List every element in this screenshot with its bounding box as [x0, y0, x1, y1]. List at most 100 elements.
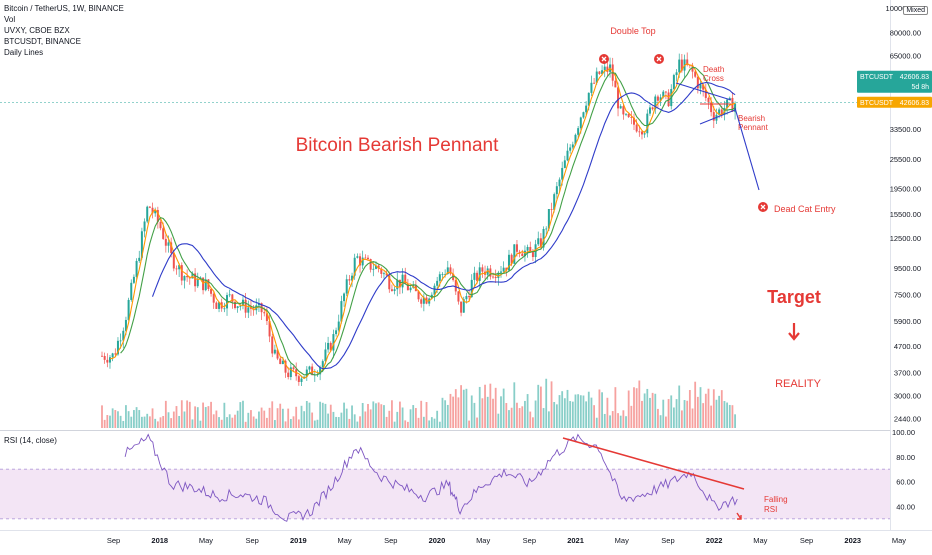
candle-body [694, 71, 697, 77]
candle-body [579, 117, 582, 129]
candle-body [500, 271, 502, 273]
volume-bar [680, 410, 683, 428]
candle-body [678, 59, 681, 73]
candle-body [481, 267, 484, 272]
volume-bar [388, 410, 391, 428]
volume-bar [356, 421, 359, 428]
candle-body [648, 107, 651, 114]
candle-body [172, 252, 175, 269]
volume-bar [236, 410, 239, 428]
legend-volume[interactable]: Vol [4, 15, 16, 24]
volume-bar [582, 395, 585, 428]
price-tag-bg [857, 96, 932, 108]
candle-body [614, 80, 617, 88]
legend-daily-lines[interactable]: Daily Lines [4, 48, 44, 57]
volume-bar [409, 409, 412, 428]
volume-bar [444, 400, 447, 428]
rsi-indicator-label[interactable]: RSI (14, close) [4, 436, 57, 445]
candle-body [311, 366, 314, 376]
volume-bar [210, 401, 212, 428]
candle-body [569, 147, 572, 151]
rsi-trend-line [562, 437, 745, 490]
candle-body [553, 194, 556, 210]
price-tag-orange[interactable]: BTCUSDT 42606.83 [857, 96, 932, 108]
volume-bar [678, 385, 681, 428]
legend-symbol[interactable]: Bitcoin / TetherUS, 1W, BINANCE [4, 4, 124, 13]
volume-bar [231, 417, 234, 428]
price-tag-teal[interactable]: BTCUSDT 42606.83 5d 8h [857, 70, 932, 93]
candle-body [664, 91, 667, 93]
volume-bar [316, 419, 319, 428]
candle-body [327, 342, 330, 350]
candle-body [385, 273, 388, 276]
legend-uvxy[interactable]: UVXY, CBOE BZX [4, 26, 70, 35]
candle-body [654, 96, 657, 110]
x-marker-cross [656, 56, 662, 62]
price-tag-countdown: 5d 8h [911, 84, 929, 91]
annotation-falling-rsi-2: RSI [764, 505, 777, 514]
volume-bar [603, 413, 606, 428]
volume-bar [625, 416, 627, 428]
rsi-band [0, 469, 890, 519]
volume-bar [194, 406, 196, 428]
candle-body [273, 349, 276, 354]
time-tick-label: May [476, 536, 490, 545]
candle-body [505, 267, 508, 271]
volume-bar [688, 390, 691, 428]
annotation-bearish-pennant: Bearish [738, 114, 765, 123]
candle-body [529, 246, 532, 252]
annotation-falling-rsi: Falling [764, 495, 788, 504]
candle-body [143, 221, 146, 232]
volume-bar [172, 411, 175, 428]
candle-body [585, 105, 588, 113]
time-tick-label: 2023 [844, 536, 861, 545]
candle-body [367, 257, 369, 260]
time-tick-label: May [615, 536, 629, 545]
candle-body [590, 82, 593, 93]
candle-body [210, 288, 213, 294]
candle-body [507, 254, 510, 271]
rsi-tick-label: 80.00 [896, 453, 915, 462]
volume-bar [691, 408, 694, 428]
volume-bar [239, 402, 242, 428]
candle-body [672, 75, 675, 90]
volume-bar [204, 407, 207, 428]
candle-body [691, 65, 694, 72]
volume-bar [260, 407, 263, 428]
legend-btcusdt[interactable]: BTCUSDT, BINANCE [4, 37, 81, 46]
volume-bar [401, 407, 404, 428]
volume-bar [377, 402, 380, 428]
candle-body [595, 71, 598, 83]
volume-bar [380, 404, 383, 428]
volume-bar [223, 402, 226, 428]
scale-mode-badge[interactable]: Mixed [903, 6, 928, 15]
volume-bar [478, 386, 481, 428]
annotation-target: Target [767, 287, 821, 307]
volume-bar [540, 386, 542, 428]
volume-bar [300, 405, 303, 428]
candle-body [321, 361, 324, 368]
annotation-death-cross: Death [703, 65, 724, 74]
candle-body [409, 287, 412, 291]
volume-bar [178, 415, 181, 428]
candle-body [587, 92, 590, 106]
volume-bar [321, 402, 324, 428]
volume-bar [247, 412, 250, 428]
candle-body [731, 97, 734, 112]
volume-bar [308, 402, 311, 428]
volume-bar [396, 411, 399, 428]
volume-bar [484, 384, 486, 428]
candle-body [156, 210, 159, 222]
price-tick-label: 3700.00 [894, 368, 921, 377]
candle-body [680, 59, 683, 71]
volume-bar [542, 408, 545, 428]
volume-bar [702, 403, 705, 428]
volume-bar [281, 408, 284, 428]
volume-bar [720, 390, 723, 428]
time-tick-label: Sep [800, 536, 813, 545]
volume-bar [255, 418, 258, 428]
ma-slow-line [151, 81, 736, 370]
candle-body [380, 268, 383, 274]
